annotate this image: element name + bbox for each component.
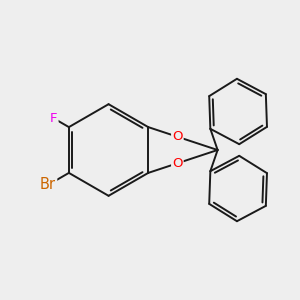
Text: Br: Br (40, 177, 56, 192)
Text: O: O (172, 130, 183, 143)
Text: F: F (50, 112, 58, 125)
Text: O: O (172, 157, 183, 170)
